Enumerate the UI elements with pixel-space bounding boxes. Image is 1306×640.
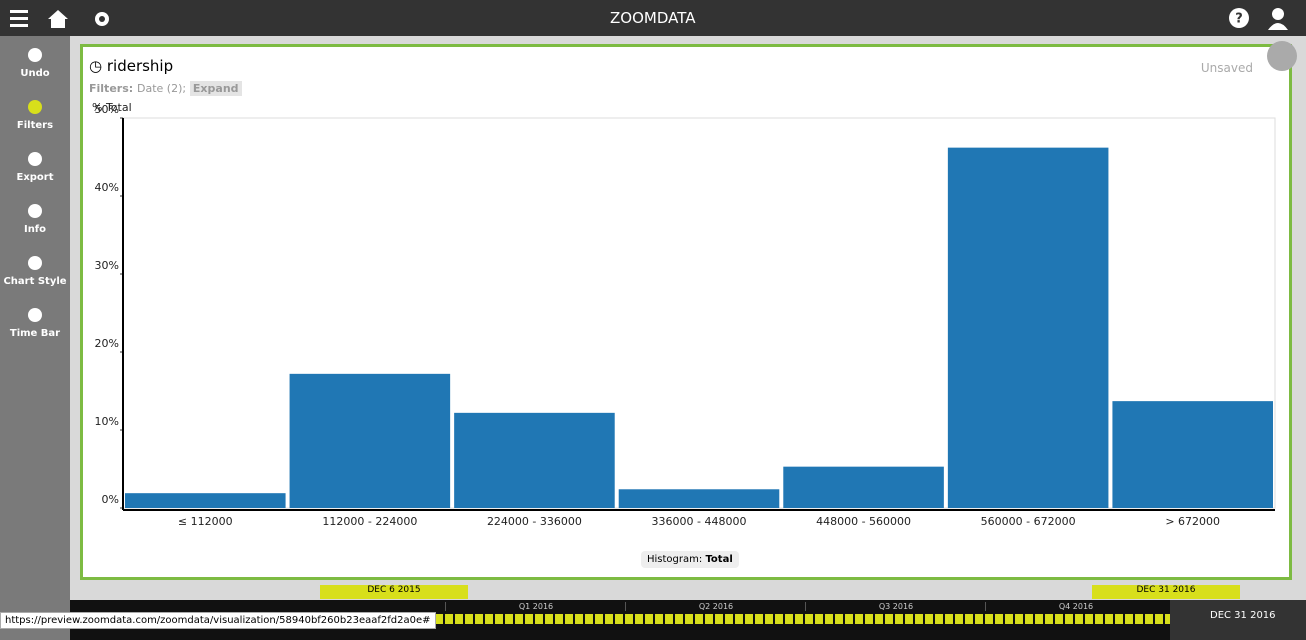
sidebar-icon: [28, 204, 42, 218]
chart: % Total 0% 10% 20% 30% 40% 50% ≤ 112000 112000 …: [92, 101, 1276, 528]
expand-button[interactable]: Expand: [189, 81, 242, 96]
y-tick-label: 50%: [95, 103, 119, 116]
timeline-range: [435, 614, 1170, 624]
x-tick-label: ≤ 112000: [178, 515, 233, 528]
bar: [783, 466, 944, 508]
bar: [1112, 401, 1273, 508]
sidebar-icon: [28, 308, 42, 322]
quarter-label: Q2 2016: [625, 602, 806, 611]
status-url: https://preview.zoomdata.com/zoomdata/vi…: [0, 612, 436, 629]
y-axis-title: % Total: [92, 101, 132, 114]
y-tick-label: 0%: [102, 493, 119, 506]
user-icons[interactable]: ?: [1228, 6, 1298, 32]
bar: [454, 412, 615, 508]
sidebar-item[interactable]: Info: [23, 224, 47, 235]
footer-value: Total: [705, 554, 733, 565]
quarter-label: Q3 2016: [805, 602, 986, 611]
x-tick-label: > 672000: [1165, 515, 1220, 528]
sidebar-item[interactable]: Chart Style: [3, 276, 67, 287]
quarters: Q1 2016 Q2 2016 Q3 2016 Q4 2016: [445, 602, 1170, 614]
sidebar-icon: [28, 48, 42, 62]
x-tick-label: 560000 - 672000: [981, 515, 1076, 528]
sidebar-item[interactable]: Undo: [20, 68, 50, 79]
bar: [618, 489, 780, 508]
bar: [289, 373, 451, 508]
x-tick-label: 224000 - 336000: [487, 515, 582, 528]
y-tick-label: 10%: [95, 415, 119, 428]
quarter-label: Q4 2016: [985, 602, 1166, 611]
x-tick-label: 112000 - 224000: [322, 515, 417, 528]
sidebar: Undo Filters Export Info Chart Style Time Bar: [0, 36, 70, 640]
svg-text:?: ?: [1235, 12, 1243, 27]
filters-value: Date (2);: [137, 82, 187, 95]
save-status: Unsaved: [1200, 61, 1253, 75]
panel-title: ridership: [106, 57, 174, 75]
x-tick-label: 336000 - 448000: [652, 515, 747, 528]
logo: ZOOMDATA: [610, 9, 696, 27]
bar: [125, 493, 286, 508]
histogram-control[interactable]: Histogram: Total: [641, 551, 739, 568]
start-handle[interactable]: DEC 6 2015: [320, 585, 468, 599]
collapse-button[interactable]: [1267, 41, 1297, 71]
filters: Filters: Date (2); Expand: [89, 81, 242, 96]
quarter-label: Q1 2016: [445, 602, 626, 611]
end-handle[interactable]: DEC 31 2016: [1092, 585, 1240, 599]
sidebar-icon: [28, 100, 42, 114]
sidebar-icon: [28, 152, 42, 166]
sidebar-item[interactable]: Export: [16, 172, 54, 183]
sidebar-item[interactable]: Time Bar: [9, 328, 61, 339]
panel-title-wrap: ◷ ridership: [89, 57, 174, 75]
sidebar-icon: [28, 256, 42, 270]
footer-label: Histogram:: [647, 554, 703, 565]
bar: [947, 147, 1109, 508]
y-tick-label: 30%: [95, 259, 119, 272]
time-bar: DEC 6 2015 DEC 31 2016 Q1 2016 Q2 2016 Q3 …: [70, 580, 1306, 640]
sidebar-item[interactable]: Filters: [16, 120, 54, 131]
top-bar: ZOOMDATA ?: [0, 0, 1306, 36]
x-tick-label: 448000 - 560000: [816, 515, 911, 528]
y-tick-label: 20%: [95, 337, 119, 350]
end-date[interactable]: DEC 31 2016: [1170, 600, 1306, 640]
nav-icons[interactable]: [10, 8, 120, 30]
y-tick-label: 40%: [95, 181, 119, 194]
filters-label: Filters:: [89, 82, 134, 95]
